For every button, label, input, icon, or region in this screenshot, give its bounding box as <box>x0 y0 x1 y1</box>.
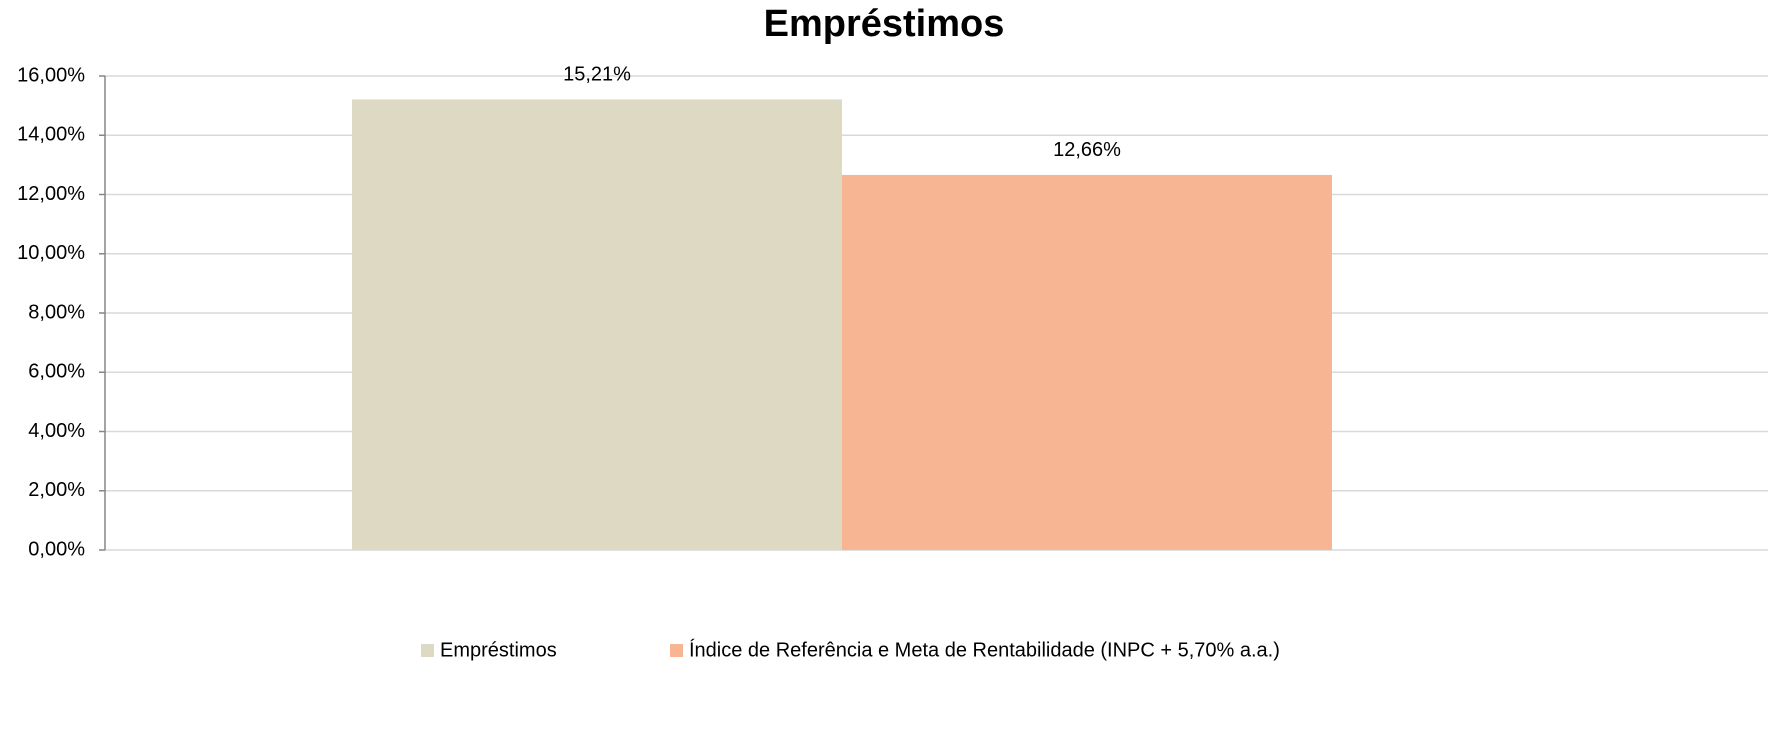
data-label: 12,66% <box>1053 139 1121 161</box>
legend-label: Índice de Referência e Meta de Rentabili… <box>689 638 1280 661</box>
legend-swatch <box>421 644 434 657</box>
bar <box>352 99 842 550</box>
y-tick-label: 6,00% <box>28 361 85 383</box>
bar <box>842 174 1332 550</box>
y-tick-label: 4,00% <box>28 420 85 442</box>
y-tick-label: 10,00% <box>17 242 85 264</box>
legend-label: Empréstimos <box>440 639 557 661</box>
chart-title: Empréstimos <box>764 3 1005 45</box>
legend-swatch <box>670 644 683 657</box>
y-tick-label: 14,00% <box>17 124 85 146</box>
y-tick-label: 12,00% <box>17 183 85 205</box>
y-tick-label: 2,00% <box>28 479 85 501</box>
y-tick-label: 0,00% <box>28 538 85 560</box>
y-tick-label: 16,00% <box>17 64 85 86</box>
data-label: 15,21% <box>563 64 631 86</box>
y-tick-label: 8,00% <box>28 301 85 323</box>
